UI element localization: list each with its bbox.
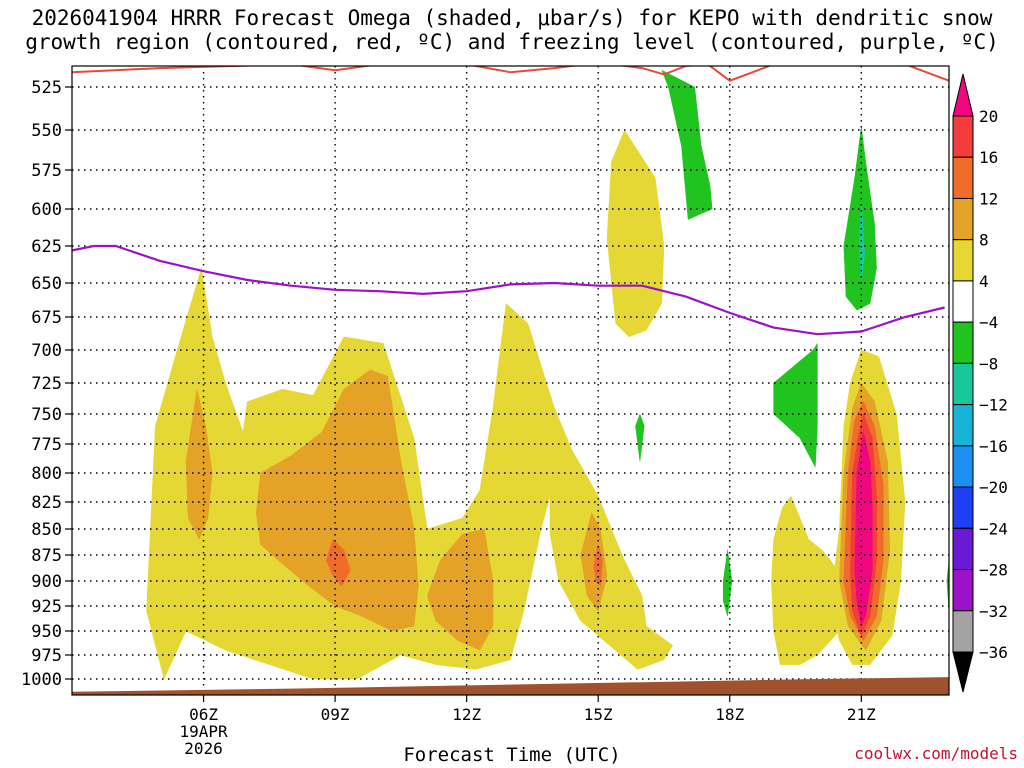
dendritic-growth-contour-0	[72, 66, 949, 82]
colorbar-swatch-2	[952, 156, 974, 199]
colorbar-swatch-4	[952, 239, 974, 282]
colorbar-label-6: −8	[979, 354, 998, 373]
colorbar-label-0: 20	[979, 107, 998, 126]
colorbar-swatch-11	[952, 527, 974, 571]
terrain-fill	[72, 677, 949, 695]
gridlines	[72, 66, 949, 695]
colorbar-swatch-1	[952, 115, 974, 158]
colorbar-swatch-13	[952, 610, 974, 653]
y-tick-label-850: 850	[31, 520, 62, 540]
colorbar-swatch-6	[952, 321, 974, 364]
colorbar-label-12: −32	[979, 602, 1008, 621]
colorbar-label-11: −28	[979, 561, 1008, 580]
freezing-level-contour	[72, 244, 945, 336]
contour-lines-layer	[72, 66, 949, 336]
x-tick-sublabel-19APR: 19APR	[179, 722, 228, 741]
colorbar-label-8: −16	[979, 437, 1008, 456]
colorbar-label-10: −24	[979, 519, 1008, 538]
x-tick-label-15Z: 15Z	[584, 705, 613, 724]
omega-region-3	[426, 528, 494, 651]
colorbar-label-4: 4	[979, 272, 989, 291]
chart-title: 2026041904 HRRR Forecast Omega (shaded, …	[0, 6, 1024, 54]
y-tick-label-675: 675	[31, 308, 62, 328]
x-axis-label: Forecast Time (UTC)	[403, 744, 621, 766]
x-tick-label-18Z: 18Z	[715, 705, 744, 724]
x-tick-label-09Z: 09Z	[321, 705, 350, 724]
colorbar-swatch-5	[952, 280, 974, 323]
y-tick-label-800: 800	[31, 464, 62, 484]
y-tick-label-925: 925	[31, 597, 62, 617]
y-tick-label-975: 975	[31, 646, 62, 666]
plot-frame	[71, 65, 950, 696]
x-tick-label-12Z: 12Z	[452, 705, 481, 724]
y-tick-label-900: 900	[31, 572, 62, 592]
y-tick-label-650: 650	[31, 274, 62, 294]
colorbar-swatch-7	[952, 362, 974, 406]
omega-region-18	[843, 126, 877, 311]
x-tick-label-06Z: 06Z	[189, 705, 218, 724]
colorbar-label-2: 12	[979, 189, 998, 208]
colorbar-top-arrow	[952, 73, 974, 117]
omega-region-4	[580, 512, 608, 612]
title-line-1: 2026041904 HRRR Forecast Omega (shaded, …	[31, 6, 993, 30]
colorbar: 20 16 12 8 4 −4 −8 −12 −16 −20 −24 −28 −32 −36	[952, 73, 1008, 693]
omega-region-2	[255, 369, 419, 632]
omega-region-15	[854, 431, 873, 627]
y-tick-label-875: 875	[31, 546, 62, 566]
credit-watermark: coolwx.com/models	[854, 744, 1018, 763]
y-tick-label-550: 550	[31, 121, 62, 141]
colorbar-label-9: −20	[979, 478, 1008, 497]
y-tick-label-950: 950	[31, 622, 62, 642]
colorbar-swatch-9	[952, 445, 974, 488]
colorbar-swatch-3	[952, 197, 974, 241]
omega-region-16	[661, 69, 713, 220]
colorbar-swatch-12	[952, 569, 974, 612]
y-tick-label-1000: 1000	[21, 670, 62, 690]
omega-region-19	[858, 200, 866, 284]
colorbar-label-13: −36	[979, 643, 1008, 662]
colorbar-swatch-10	[952, 486, 974, 529]
colorbar-bottom-arrow	[952, 651, 974, 693]
y-tick-label-600: 600	[31, 200, 62, 220]
y-tick-label-700: 700	[31, 341, 62, 361]
y-tick-label-725: 725	[31, 374, 62, 394]
x-tick-sublabel-2026: 2026	[184, 739, 223, 758]
y-tick-label-525: 525	[31, 78, 62, 98]
y-tick-label-750: 750	[31, 405, 62, 425]
terrain-layer	[72, 677, 949, 695]
colorbar-swatch-8	[952, 404, 974, 447]
title-line-2: growth region (contoured, red, ºC) and f…	[25, 30, 999, 54]
colorbar-label-5: −4	[979, 313, 998, 332]
y-tick-label-775: 775	[31, 435, 62, 455]
y-tick-label-625: 625	[31, 237, 62, 257]
colorbar-label-3: 8	[979, 231, 989, 250]
y-axis: 525 550 575 600 625 650 675 700 725 750 775 800 825 8…	[21, 78, 72, 690]
omega-region-7	[326, 539, 351, 587]
colorbar-label-1: 16	[979, 148, 998, 167]
omega-region-17	[773, 343, 818, 468]
omega-region-0	[146, 267, 673, 680]
y-tick-label-575: 575	[31, 161, 62, 181]
omega-region-20	[635, 413, 645, 462]
y-tick-label-825: 825	[31, 493, 62, 513]
colorbar-label-7: −12	[979, 396, 1008, 415]
x-tick-label-21Z: 21Z	[847, 705, 876, 724]
